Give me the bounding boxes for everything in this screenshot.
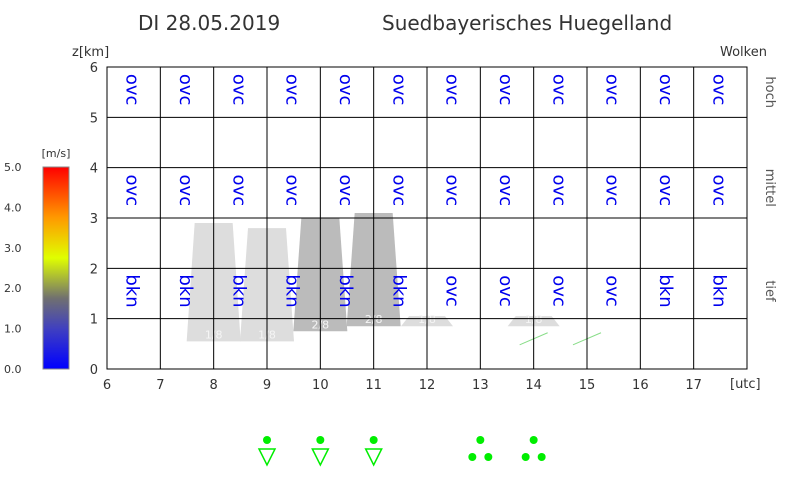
high-cloud-label: ovc [548, 74, 569, 106]
low-cloud-label: bkn [335, 274, 356, 307]
y-tick-label: 3 [90, 212, 98, 227]
x-tick-label: 15 [579, 378, 596, 393]
y-axis-label: z[km] [72, 45, 109, 60]
x-tick-label: 6 [103, 378, 111, 393]
header-region: Suedbayerisches Huegelland [382, 11, 672, 35]
colorbar-tick: 0.0 [4, 363, 22, 376]
x-tick-label: 8 [210, 378, 218, 393]
low-cloud-label: bkn [282, 274, 303, 307]
high-cloud-label: ovc [175, 74, 196, 106]
mid-cloud-label: ovc [228, 175, 249, 207]
x-tick-label: 11 [365, 378, 382, 393]
y-tick-label: 6 [90, 61, 98, 76]
colorbar-tick: 3.0 [4, 242, 22, 255]
x-tick-label: 7 [156, 378, 164, 393]
low-cloud-label: ovc [602, 275, 623, 307]
x-tick-label: 16 [632, 378, 649, 393]
header-date: DI 28.05.2019 [138, 11, 280, 35]
high-cloud-label: ovc [335, 74, 356, 106]
right-label: Wolken [720, 45, 767, 60]
grid [106, 66, 748, 370]
mid-cloud-label: ovc [122, 175, 143, 207]
low-cloud-label: ovc [548, 275, 569, 307]
weather-symbols [257, 436, 546, 467]
colorbar-tick: 1.0 [4, 323, 22, 336]
low-cloud-label: bkn [228, 274, 249, 307]
mid-cloud-label: ovc [442, 175, 463, 207]
low-cloud-label: bkn [388, 274, 409, 307]
mid-cloud-label: ovc [282, 175, 303, 207]
high-cloud-label: ovc [655, 74, 676, 106]
mid-cloud-label: ovc [655, 175, 676, 207]
high-cloud-label: ovc [228, 74, 249, 106]
colorbar-tick: 4.0 [4, 201, 22, 214]
shower-dot [369, 436, 378, 444]
high-cloud-label: ovc [388, 74, 409, 106]
x-tick-label: 10 [312, 378, 329, 393]
rain-dot [476, 436, 485, 444]
mid-cloud-label: ovc [388, 175, 409, 207]
colorbar [42, 166, 70, 370]
mid-cloud-label: ovc [708, 175, 729, 207]
colorbar-unit: [m/s] [42, 147, 71, 160]
low-cloud-label: bkn [655, 274, 676, 307]
colorbar-tick: 5.0 [4, 161, 22, 174]
mid-cloud-label: ovc [175, 175, 196, 207]
y-tick-label: 2 [90, 262, 98, 277]
high-cloud-label: ovc [282, 74, 303, 106]
colorbar-tick: 2.0 [4, 282, 22, 295]
wind-colorbar: [m/s] 0.0 1.0 2.0 3.0 4.0 5.0 [4, 147, 70, 376]
shower-dot [263, 436, 271, 444]
y-tick-label: 5 [90, 111, 98, 126]
x-axis-label: [utc] [730, 377, 761, 392]
y-tick-label: 1 [90, 313, 98, 328]
high-cloud-label: ovc [122, 74, 143, 106]
x-tick-label: 12 [419, 378, 436, 393]
x-tick-label: 9 [263, 378, 271, 393]
high-cloud-label: ovc [442, 74, 463, 106]
mid-cloud-label: ovc [335, 175, 356, 207]
high-cloud-label: ovc [495, 74, 516, 106]
rain-dot [521, 453, 530, 461]
low-cloud-label: ovc [495, 275, 516, 307]
rain-dot [529, 436, 538, 444]
low-cloud-label: ovc [442, 275, 463, 307]
shower-triangle [311, 448, 330, 467]
rain-dot [537, 453, 546, 461]
shower-dot [316, 436, 325, 444]
layer-label: tief [762, 280, 777, 302]
high-cloud-label: ovc [708, 74, 729, 106]
low-cloud-label: bkn [175, 274, 196, 307]
mid-cloud-label: ovc [495, 175, 516, 207]
rain-dot [484, 453, 493, 461]
rain-dot [468, 453, 477, 461]
cloud-cover-labels: ovc ovc ovc ovc ovc ovc ovc ovc ovc ovc ovc ovc ovc o… [122, 74, 730, 308]
layer-label: mittel [762, 169, 777, 207]
mid-cloud-label: ovc [548, 175, 569, 207]
low-cloud-label: bkn [122, 274, 143, 307]
high-cloud-label: ovc [602, 74, 623, 106]
y-tick-label: 4 [90, 162, 98, 177]
layer-labels: hoch mittel tief [762, 76, 777, 302]
low-cloud-label: bkn [708, 274, 729, 307]
x-tick-label: 13 [472, 378, 489, 393]
x-tick-label: 17 [685, 378, 702, 393]
shower-triangle [257, 448, 277, 467]
y-tick-label: 0 [90, 363, 98, 378]
shower-triangle [364, 448, 383, 467]
layer-label: hoch [762, 76, 777, 108]
mid-cloud-label: ovc [602, 175, 623, 207]
x-tick-label: 14 [525, 378, 542, 393]
